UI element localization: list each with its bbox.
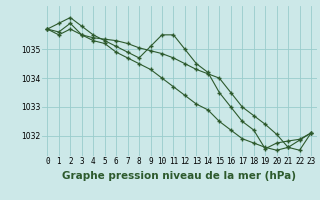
X-axis label: Graphe pression niveau de la mer (hPa): Graphe pression niveau de la mer (hPa) <box>62 171 296 181</box>
